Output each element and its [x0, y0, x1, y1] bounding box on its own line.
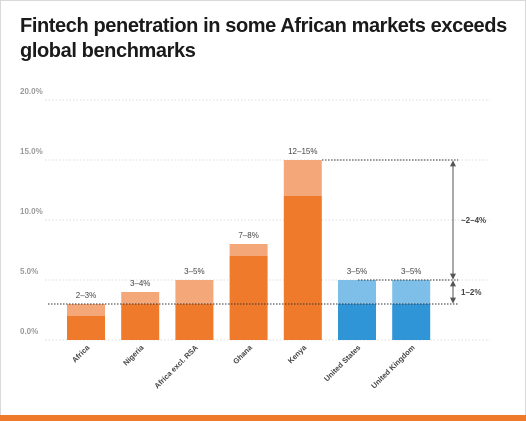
- x-tick-label: Kenya: [286, 342, 309, 365]
- x-tick-label: Africa: [70, 342, 92, 364]
- y-tick-label: 0.0%: [20, 327, 38, 336]
- bar-range-lower: [175, 304, 214, 340]
- bar-range-lower: [67, 316, 105, 340]
- x-tick-label: Nigeria: [121, 342, 146, 367]
- bar-range-lower: [392, 304, 431, 340]
- y-tick-label: 5.0%: [20, 267, 38, 276]
- bottom-accent-bar: [0, 415, 526, 421]
- bar-range-upper: [338, 280, 376, 304]
- bar-range-label: 12–15%: [288, 147, 317, 156]
- y-tick-label: 20.0%: [20, 87, 43, 96]
- bar-range-lower: [283, 196, 322, 340]
- bar-range-label: 3–4%: [130, 279, 150, 288]
- x-tick-label: Ghana: [231, 342, 254, 365]
- bar-range-upper: [121, 292, 160, 304]
- bar-range-upper: [67, 304, 105, 316]
- y-tick-label: 15.0%: [20, 147, 43, 156]
- bar-range-upper: [283, 160, 322, 196]
- bar-range-upper: [229, 244, 268, 256]
- bar-range-lower: [121, 304, 160, 340]
- chart-title: Fintech penetration in some African mark…: [20, 15, 507, 62]
- bar-range-upper: [392, 280, 431, 304]
- annotation-label: 1–2%: [461, 288, 481, 297]
- bar-range-label: 3–5%: [347, 267, 367, 276]
- bar-range-lower: [229, 256, 268, 340]
- x-tick-label: United States: [322, 343, 362, 383]
- bar-range-upper: [175, 280, 214, 304]
- y-tick-label: 10.0%: [20, 207, 43, 216]
- bar-range-label: 2–3%: [76, 291, 96, 300]
- x-tick-label: United Kingdom: [369, 343, 417, 391]
- bar-range-label: 3–5%: [401, 267, 421, 276]
- bar-range-label: 7–8%: [238, 231, 258, 240]
- bar-range-label: 3–5%: [184, 267, 204, 276]
- annotation-label: ~2–4%: [461, 216, 486, 225]
- x-tick-label: Africa excl. RSA: [152, 343, 200, 391]
- bar-range-lower: [338, 304, 376, 340]
